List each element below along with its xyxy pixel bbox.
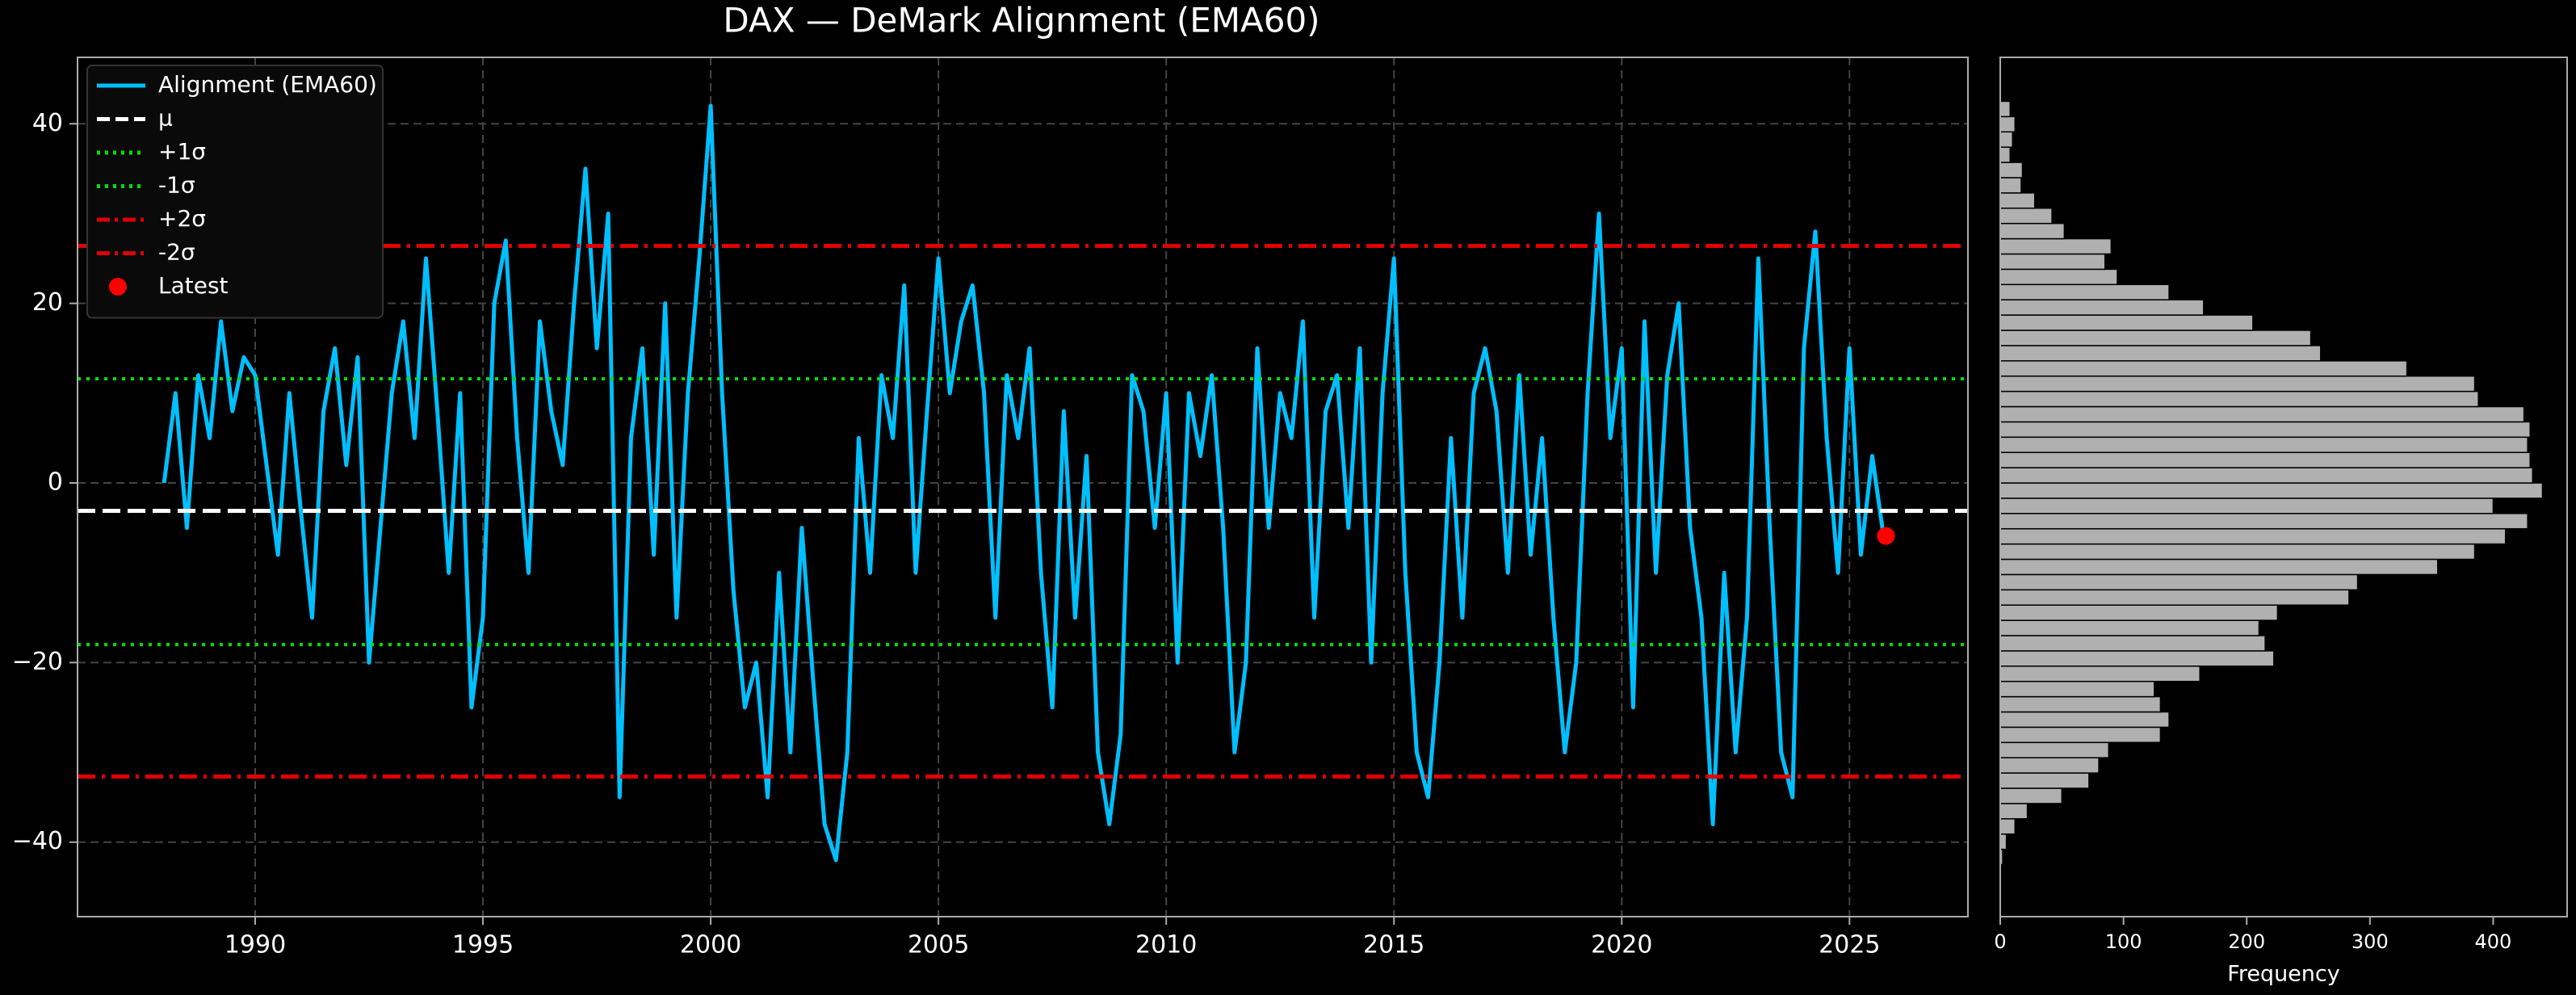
x-axis-label: Frequency [2227, 962, 2340, 987]
x-tick-label: 100 [2105, 930, 2142, 953]
hist-bar [1999, 299, 2205, 316]
hist-bar [1999, 619, 2260, 636]
y-tick-label: −40 [12, 827, 63, 855]
hist-bar [1999, 330, 2312, 346]
series-line [162, 103, 1886, 863]
legend-label: +1σ [158, 138, 206, 165]
hist-bar [1999, 498, 2494, 514]
chart-title: DAX — DeMark Alignment (EMA60) [723, 1, 1319, 40]
hist-bar [1999, 375, 2476, 393]
hist-bar [1999, 635, 2266, 652]
x-tick-label: 2025 [1819, 931, 1880, 959]
hist-bar [1999, 818, 2016, 835]
hist-bar [1999, 543, 2476, 560]
x-tick-label: 300 [2352, 930, 2389, 953]
x-tick-label: 0 [1994, 930, 2006, 953]
hist-bar [1999, 604, 2279, 621]
hist-bar [1999, 268, 2118, 286]
hist-bar [1999, 726, 2162, 744]
y-tick-label: 20 [32, 288, 63, 317]
hist-bar [1999, 208, 2053, 225]
hist-bar [1999, 711, 2170, 728]
y-tick-label: −20 [12, 648, 63, 676]
x-tick-label: 1995 [452, 931, 514, 959]
latest-point [1877, 527, 1895, 545]
hist-bar [1999, 115, 2016, 133]
hist-bar [1999, 345, 2322, 362]
hist-bar [1999, 803, 2028, 820]
hist-bar [1999, 192, 2036, 209]
hist-bar [1999, 650, 2275, 667]
x-tick-label: 2000 [680, 931, 741, 959]
x-tick-label: 2020 [1591, 931, 1652, 959]
hist-bar [1999, 405, 2525, 423]
hist-bar [1999, 787, 2063, 804]
hist-bar [1999, 436, 2528, 453]
legend-label: Alignment (EMA60) [158, 71, 377, 98]
legend-label: -1σ [158, 172, 195, 199]
x-tick-label: 2005 [908, 931, 969, 959]
hist-bar [1999, 665, 2201, 682]
hist-bar [1999, 680, 2155, 698]
x-tick-label: 2010 [1135, 931, 1197, 959]
hist-bar [1999, 772, 2090, 789]
hist-bar [1999, 146, 2011, 163]
x-tick-label: 400 [2475, 930, 2512, 953]
hist-bar [1999, 421, 2531, 439]
hist-bar [1999, 757, 2100, 774]
hist-bar [1999, 390, 2479, 408]
hist-bar [1999, 222, 2066, 240]
hist-bar [1999, 283, 2170, 300]
hist-bar [1999, 467, 2534, 484]
x-tick-label: 1990 [224, 931, 286, 959]
legend-box [86, 65, 384, 319]
legend-label: -2σ [158, 239, 195, 266]
hist-bar [1999, 131, 2014, 148]
x-tick-label: 200 [2228, 930, 2265, 953]
hist-bar [1999, 360, 2408, 377]
hist-bar [1999, 451, 2531, 468]
y-tick-label: 0 [48, 468, 63, 496]
legend-swatch [109, 278, 127, 296]
y-tick-label: 40 [32, 109, 63, 137]
plot-frame [1999, 57, 2568, 917]
hist-bar [1999, 177, 2022, 194]
hist-bar [1999, 162, 2024, 178]
hist-bar [1999, 573, 2359, 591]
legend-label: Latest [158, 272, 229, 299]
plot-frame [77, 57, 1969, 917]
legend-label: μ [158, 105, 173, 132]
legend-label: +2σ [158, 205, 206, 232]
hist-bar [1999, 513, 2528, 530]
hist-bar [1999, 237, 2112, 255]
hist-bar [1999, 253, 2106, 271]
hist-bar [1999, 100, 2011, 118]
hist-bar [1999, 741, 2110, 758]
hist-bar [1999, 589, 2350, 606]
hist-bar [1999, 314, 2254, 331]
x-tick-label: 2015 [1363, 931, 1424, 959]
hist-bar [1999, 482, 2544, 499]
hist-bar [1999, 558, 2439, 576]
hist-bar [1999, 833, 2008, 850]
hist-bar [1999, 527, 2507, 545]
hist-bar [1999, 695, 2162, 713]
